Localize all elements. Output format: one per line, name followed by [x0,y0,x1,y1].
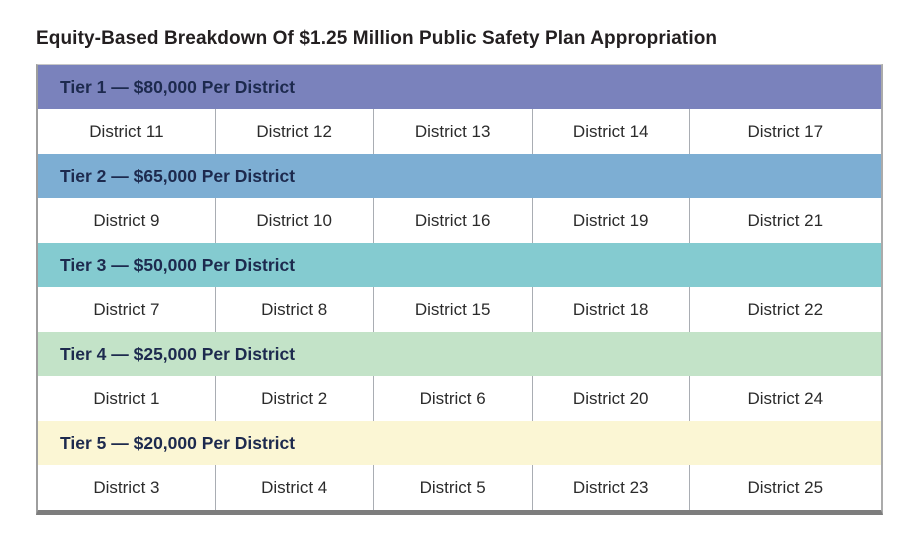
tier-header: Tier 3 — $50,000 Per District [38,243,881,287]
district-cell: District 5 [374,465,533,510]
district-cell: District 14 [533,109,690,154]
district-row: District 7 District 8 District 15 District … [38,287,881,332]
appropriation-table: Tier 1 — $80,000 Per District District 1… [36,64,883,515]
district-cell: District 10 [216,198,374,243]
tier-group: Tier 4 — $25,000 Per District District 1… [38,332,881,421]
district-cell: District 21 [747,210,824,230]
tier-label: Tier 3 — $50,000 Per District [60,254,296,275]
tier-label: Tier 2 — $65,000 Per District [60,165,296,186]
tier-label: Tier 1 — $80,000 Per District [60,76,296,97]
district-cell: District 11 [38,109,216,154]
district-cell: District 22 [747,299,824,319]
district-cell: District 7 [38,287,216,332]
district-row: District 3 District 4 District 5 District 2… [38,465,881,510]
district-cell: District 9 [38,198,216,243]
district-cell: District 19 [533,198,690,243]
page-title: Equity-Based Breakdown Of $1.25 Million … [36,28,718,49]
tier-header: Tier 4 — $25,000 Per District [38,332,881,376]
district-cell: District 4 [216,465,374,510]
district-cell: District 20 [533,376,690,421]
district-cell: District 23 [533,465,690,510]
district-cell: District 1 [38,376,216,421]
district-cell: District 2 [216,376,374,421]
district-cell: District 15 [374,287,533,332]
tier-header: Tier 5 — $20,000 Per District [38,421,881,465]
tier-group: Tier 1 — $80,000 Per District District 1… [38,65,881,154]
tier-label: Tier 4 — $25,000 Per District [60,343,296,364]
district-cell: District 17 [747,121,824,141]
district-cell: District 25 [747,477,824,497]
tier-group: Tier 2 — $65,000 Per District District 9… [38,154,881,243]
district-cell: District 16 [374,198,533,243]
district-row: District 11 District 12 District 13 Distric… [38,109,881,154]
district-row: District 9 District 10 District 16 District… [38,198,881,243]
district-cell: District 18 [533,287,690,332]
district-cell: District 13 [374,109,533,154]
district-cell: District 6 [374,376,533,421]
district-cell: District 8 [216,287,374,332]
district-row: District 1 District 2 District 6 District 2… [38,376,881,421]
district-cell: District 3 [38,465,216,510]
tier-header: Tier 1 — $80,000 Per District [38,65,881,109]
tier-header: Tier 2 — $65,000 Per District [38,154,881,198]
tier-group: Tier 5 — $20,000 Per District District 3… [38,421,881,510]
district-cell: District 24 [747,388,824,408]
tier-group: Tier 3 — $50,000 Per District District 7… [38,243,881,332]
tier-label: Tier 5 — $20,000 Per District [60,432,296,453]
district-cell: District 12 [216,109,374,154]
